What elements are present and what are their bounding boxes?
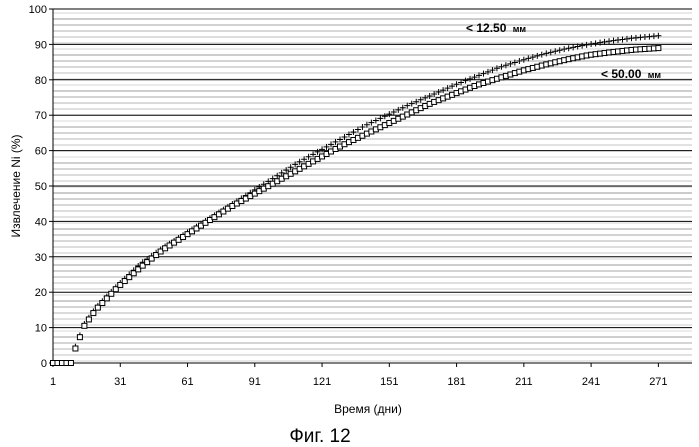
marker-plus bbox=[588, 41, 594, 47]
marker-plus bbox=[548, 49, 554, 55]
y-tick-label: 60 bbox=[35, 146, 47, 158]
marker-plus bbox=[543, 50, 549, 56]
marker-plus bbox=[615, 37, 621, 43]
y-tick-label: 70 bbox=[35, 110, 47, 122]
marker-plus bbox=[655, 33, 661, 39]
y-tick-labels: 0 10 20 30 40 50 60 70 80 90 100 bbox=[29, 4, 53, 370]
marker-square bbox=[91, 311, 96, 316]
marker-plus bbox=[566, 45, 572, 51]
y-tick-label: 10 bbox=[35, 323, 47, 335]
y-tick-label: 100 bbox=[29, 4, 47, 16]
marker-plus bbox=[512, 59, 518, 65]
figure-caption: Фиг. 12 bbox=[289, 426, 350, 447]
series-lt-50-00-mm bbox=[51, 46, 661, 366]
y-tick-label: 0 bbox=[41, 358, 47, 370]
x-axis-title: Время (дни) bbox=[334, 402, 402, 416]
marker-square bbox=[77, 335, 82, 340]
annotation-12-50: < 12.50 мм bbox=[466, 21, 526, 35]
grid-lines bbox=[53, 9, 692, 363]
x-tick-label: 181 bbox=[447, 376, 465, 388]
x-tick-label: 1 bbox=[50, 376, 56, 388]
y-tick-label: 30 bbox=[35, 252, 47, 264]
x-tick-label: 91 bbox=[249, 376, 261, 388]
marker-square bbox=[86, 317, 91, 322]
marker-square bbox=[82, 323, 87, 328]
y-tick-label: 20 bbox=[35, 287, 47, 299]
x-tick-labels: 1 31 61 91 121 151 181 211 241 271 bbox=[50, 363, 668, 388]
x-tick-label: 271 bbox=[649, 376, 667, 388]
annotation-12-50-main: < 12.50 bbox=[466, 21, 507, 35]
y-tick-label: 50 bbox=[35, 181, 47, 193]
marker-plus bbox=[561, 46, 567, 52]
annotation-50-00-main: < 50.00 bbox=[601, 67, 642, 81]
marker-plus bbox=[498, 64, 504, 70]
marker-square bbox=[656, 46, 661, 51]
annotation-50-00: < 50.00 мм bbox=[601, 67, 661, 81]
marker-plus bbox=[516, 58, 522, 64]
annotation-12-50-unit: мм bbox=[513, 24, 527, 34]
y-axis-title: Извлечение Ni (%) bbox=[9, 134, 23, 237]
x-tick-label: 31 bbox=[114, 376, 126, 388]
marker-plus bbox=[539, 52, 545, 58]
marker-square bbox=[68, 361, 73, 366]
marker-plus bbox=[507, 61, 513, 67]
x-tick-label: 151 bbox=[380, 376, 398, 388]
y-tick-label: 40 bbox=[35, 216, 47, 228]
marker-plus bbox=[557, 47, 563, 53]
annotation-50-00-unit: мм bbox=[648, 70, 662, 80]
x-tick-label: 211 bbox=[515, 376, 533, 388]
marker-plus bbox=[534, 53, 540, 59]
marker-square bbox=[73, 346, 78, 351]
x-tick-label: 121 bbox=[313, 376, 331, 388]
x-tick-label: 61 bbox=[181, 376, 193, 388]
marker-plus bbox=[579, 43, 585, 49]
y-tick-label: 90 bbox=[35, 39, 47, 51]
y-tick-label: 80 bbox=[35, 75, 47, 87]
marker-plus bbox=[521, 57, 527, 63]
x-tick-label: 241 bbox=[582, 376, 600, 388]
marker-plus bbox=[593, 40, 599, 46]
